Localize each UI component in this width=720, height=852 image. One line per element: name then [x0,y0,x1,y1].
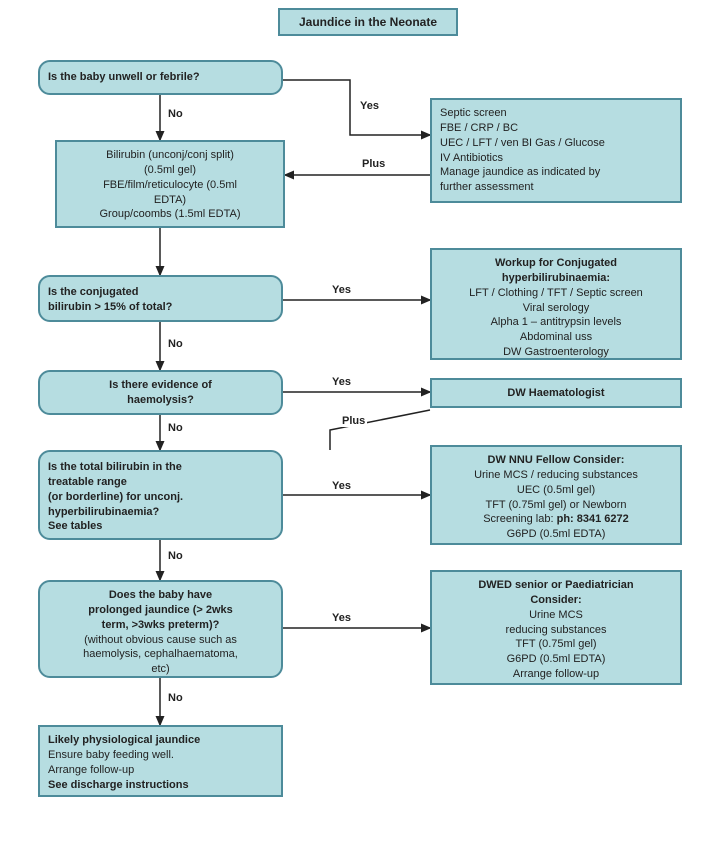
label-yes-5: Yes [330,612,353,624]
question-treatable: Is the total bilirubin in the treatable … [38,450,283,540]
q4-l3: (or borderline) for unconj. [48,490,273,505]
label-yes-3: Yes [330,376,353,388]
label-yes-2: Yes [330,284,353,296]
q5-l4: (without obvious cause such as [48,633,273,648]
senior-l3: TFT (0.75ml gel) [440,637,672,652]
final-l2: Ensure baby feeding well. [48,748,273,763]
senior-t1: DWED senior or Paediatrician [440,578,672,593]
q4-l5: See tables [48,519,273,534]
title-text: Jaundice in the Neonate [299,15,437,29]
senior-l1: Urine MCS [440,608,672,623]
q5-l3: term, >3wks preterm)? [48,618,273,633]
label-plus-1: Plus [360,158,387,170]
question-conjugated: Is the conjugated bilirubin > 15% of tot… [38,275,283,322]
label-no-4: No [166,550,185,562]
q2-l2: bilirubin > 15% of total? [48,300,273,315]
q5-l5: haemolysis, cephalhaematoma, [48,647,273,662]
label-yes-4: Yes [330,480,353,492]
final-l3: Arrange follow-up [48,763,273,778]
q1-text: Is the baby unwell or febrile? [48,71,200,83]
haematologist-box: DW Haematologist [430,378,682,408]
haematologist-text: DW Haematologist [507,387,604,399]
final-l1: Likely physiological jaundice [48,733,273,748]
label-no-2: No [166,338,185,350]
nnu-l3: TFT (0.75ml gel) or Newborn [440,498,672,513]
final-l4: See discharge instructions [48,778,273,793]
workup-box: Workup for Conjugated hyperbilirubinaemi… [430,248,682,360]
label-yes-1: Yes [358,100,381,112]
question-prolonged: Does the baby have prolonged jaundice (>… [38,580,283,678]
tests-l1: Bilirubin (unconj/conj split) [65,148,275,163]
nnu-title: DW NNU Fellow Consider: [440,453,672,468]
q5-l1: Does the baby have [48,588,273,603]
senior-l5: Arrange follow-up [440,667,672,682]
q4-l2: treatable range [48,475,273,490]
nnu-l1: Urine MCS / reducing substances [440,468,672,483]
nnu-l4: Screening lab: ph: 8341 6272 [440,512,672,527]
question-haemolysis: Is there evidence of haemolysis? [38,370,283,415]
senior-l4: G6PD (0.5ml EDTA) [440,652,672,667]
nnu-l2: UEC (0.5ml gel) [440,483,672,498]
tests-l5: Group/coombs (1.5ml EDTA) [65,207,275,222]
senior-t2: Consider: [440,593,672,608]
label-no-5: No [166,692,185,704]
q3-l2: haemolysis? [48,393,273,408]
tests-l3: FBE/film/reticulocyte (0.5ml [65,178,275,193]
septic-l4: IV Antibiotics [440,151,672,166]
septic-l1: Septic screen [440,106,672,121]
workup-l3: Alpha 1 – antitrypsin levels [440,315,672,330]
workup-l2: Viral serology [440,301,672,316]
q5-l2: prolonged jaundice (> 2wks [48,603,273,618]
question-unwell: Is the baby unwell or febrile? [38,60,283,95]
q4-l4: hyperbilirubinaemia? [48,505,273,520]
nnu-box: DW NNU Fellow Consider: Urine MCS / redu… [430,445,682,545]
label-no-1: No [166,108,185,120]
flowchart-canvas: Jaundice in the Neonate Is the baby unwe… [0,0,720,852]
label-plus-2: Plus [340,415,367,427]
workup-t1: Workup for Conjugated [440,256,672,271]
title-box: Jaundice in the Neonate [278,8,458,36]
senior-l2: reducing substances [440,623,672,638]
final-box: Likely physiological jaundice Ensure bab… [38,725,283,797]
q3-l1: Is there evidence of [48,378,273,393]
q2-l1: Is the conjugated [48,285,273,300]
tests-l4: EDTA) [65,193,275,208]
septic-l6: further assessment [440,180,672,195]
q4-l1: Is the total bilirubin in the [48,460,273,475]
nnu-l5: G6PD (0.5ml EDTA) [440,527,672,542]
septic-box: Septic screen FBE / CRP / BC UEC / LFT /… [430,98,682,203]
q5-l6: etc) [48,662,273,677]
senior-box: DWED senior or Paediatrician Consider: U… [430,570,682,685]
tests-box: Bilirubin (unconj/conj split) (0.5ml gel… [55,140,285,228]
workup-l1: LFT / Clothing / TFT / Septic screen [440,286,672,301]
septic-l5: Manage jaundice as indicated by [440,165,672,180]
workup-l4: Abdominal uss [440,330,672,345]
septic-l3: UEC / LFT / ven BI Gas / Glucose [440,136,672,151]
tests-l2: (0.5ml gel) [65,163,275,178]
label-no-3: No [166,422,185,434]
workup-l5: DW Gastroenterology [440,345,672,360]
septic-l2: FBE / CRP / BC [440,121,672,136]
workup-t2: hyperbilirubinaemia: [440,271,672,286]
